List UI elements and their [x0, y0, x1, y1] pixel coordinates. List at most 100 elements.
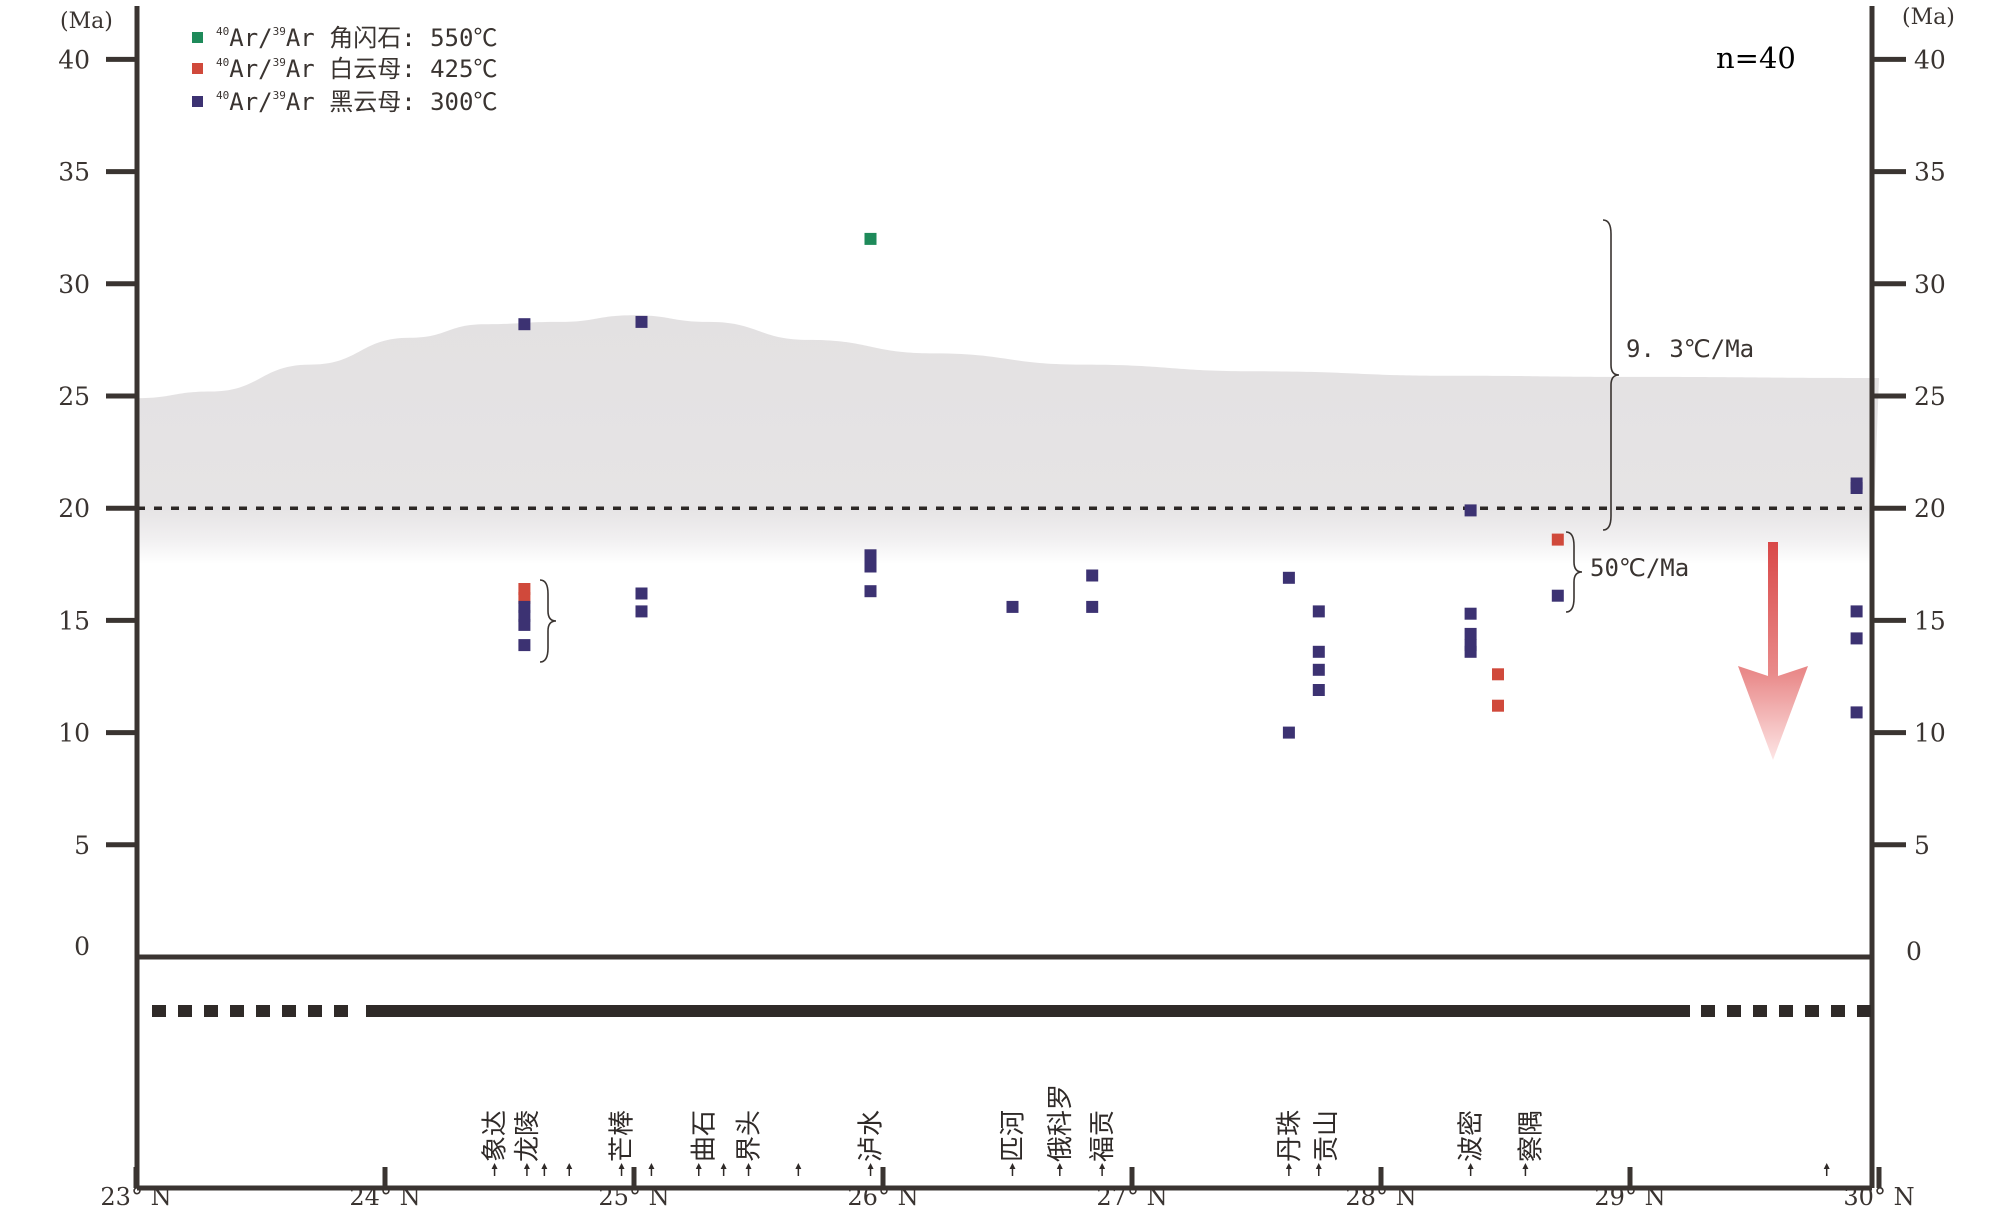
data-point-biotite	[864, 549, 877, 562]
data-point-biotite	[1312, 605, 1325, 618]
legend-entry-biotite: 40Ar/39Ar 黑云母: 300℃	[216, 88, 497, 116]
rate-label-lower: 50℃/Ma	[1590, 554, 1689, 582]
bracket-longling-cluster	[539, 579, 557, 663]
legend-entry-muscovite: 40Ar/39Ar 白云母: 425℃	[216, 55, 497, 83]
data-point-biotite	[518, 639, 531, 652]
axes	[134, 6, 1875, 1191]
x-tick-label: 28° N	[1345, 1183, 1416, 1207]
location-arrow-head	[1315, 1163, 1322, 1169]
location-arrow-head	[695, 1163, 702, 1169]
legend-swatch-muscovite	[192, 63, 203, 74]
data-points	[518, 232, 1863, 739]
legend-swatch-biotite	[192, 96, 203, 107]
data-point-biotite	[864, 560, 877, 573]
location-label: 俄科罗	[1046, 1084, 1076, 1162]
y-tick-label-right: 15	[1914, 606, 1946, 635]
location-arrow-head	[1823, 1163, 1830, 1169]
y-tick-label-right: 20	[1914, 494, 1946, 523]
data-point-biotite	[1464, 627, 1477, 640]
x-ticks: 23° N 24° N 25° N 26° N 27° N 28° N 29° N 30° N	[100, 1167, 1915, 1207]
y-unit-right: (Ma)	[1902, 5, 1955, 30]
y-tick-label-left: 15	[58, 606, 90, 635]
location-label: 贡山	[1312, 1110, 1342, 1162]
location-label: 波密	[1457, 1110, 1487, 1162]
data-point-biotite	[1006, 600, 1019, 613]
location-arrow-head	[1467, 1163, 1474, 1169]
data-point-biotite	[1850, 482, 1863, 494]
legend-entry-hornblende: 40Ar/39Ar 角闪石: 550℃	[216, 24, 497, 52]
data-point-biotite	[635, 587, 648, 600]
y-tick-label-right: 25	[1914, 382, 1946, 411]
y-tick-label-right: 35	[1914, 158, 1946, 187]
location-label: 象达	[481, 1110, 511, 1162]
y-tick-label-left: 30	[58, 270, 90, 299]
location-labels: 象达 龙陵 芒棒 曲石 界头 泸水 匹河 俄科罗 福贡 丹珠 贡山 波密 察隅	[481, 1084, 1830, 1176]
location-arrow-head	[618, 1163, 625, 1169]
sample-count: n=40	[1716, 41, 1796, 75]
x-tick-label: 27° N	[1096, 1183, 1167, 1207]
location-label: 丹珠	[1275, 1110, 1305, 1162]
location-arrow-head	[745, 1163, 752, 1169]
data-point-biotite	[1850, 605, 1863, 618]
location-arrow-head	[1009, 1163, 1016, 1169]
cooling-arrow	[1738, 542, 1808, 760]
data-point-biotite	[1312, 684, 1325, 696]
data-point-biotite	[1850, 632, 1863, 645]
location-arrow-head	[1099, 1163, 1106, 1169]
x-tick-label: 29° N	[1594, 1183, 1665, 1207]
x-tick-label: 23° N	[100, 1183, 171, 1207]
y-tick-label-right: 0	[1906, 937, 1922, 966]
data-point-muscovite	[1492, 699, 1504, 712]
location-arrow-head	[1522, 1163, 1529, 1169]
y-tick-label-left: 20	[58, 494, 90, 523]
data-point-muscovite	[1492, 668, 1504, 681]
data-point-biotite	[1464, 504, 1477, 517]
data-point-hornblende	[864, 232, 877, 245]
data-point-biotite	[1086, 600, 1099, 613]
x-tick-label: 25° N	[598, 1183, 669, 1207]
bracket-upper-rate	[1602, 219, 1620, 531]
data-point-biotite	[864, 585, 877, 598]
location-label: 福贡	[1088, 1110, 1118, 1162]
data-point-biotite	[1850, 706, 1863, 719]
location-arrow-head	[1056, 1163, 1063, 1169]
location-label: 龙陵	[513, 1110, 543, 1162]
location-arrow-head	[1285, 1163, 1292, 1169]
location-arrow-head	[491, 1163, 498, 1169]
rate-label-upper: 9. 3℃/Ma	[1626, 335, 1754, 363]
envelope-area	[136, 315, 1879, 565]
data-point-biotite	[635, 315, 648, 328]
y-unit-left: (Ma)	[60, 9, 113, 34]
cooling-trend-arrow	[1738, 542, 1808, 760]
data-point-biotite	[518, 618, 531, 631]
y-ticks: 0 0 5 5 10 10 15 15 20 20 25 25 30 30 35 35 40 40	[58, 45, 1946, 966]
y-tick-label-left: 35	[58, 158, 90, 187]
data-point-biotite	[1086, 569, 1099, 582]
location-label: 曲石	[690, 1110, 720, 1162]
y-tick-label-left: 0	[74, 932, 90, 961]
data-point-biotite	[1282, 726, 1295, 739]
y-tick-label-right: 5	[1914, 831, 1930, 860]
legend-swatch-hornblende	[192, 32, 203, 43]
location-arrow-head	[541, 1163, 548, 1169]
location-arrow-head	[795, 1163, 802, 1169]
x-tick-label: 26° N	[847, 1183, 918, 1207]
location-label: 泸水	[857, 1110, 887, 1162]
location-label: 察隅	[1516, 1110, 1546, 1162]
y-tick-label-right: 30	[1914, 270, 1946, 299]
bracket-lower-rate	[1565, 531, 1583, 613]
data-point-biotite	[1312, 663, 1325, 676]
y-tick-label-left: 10	[58, 719, 90, 748]
data-point-biotite	[1464, 607, 1477, 620]
data-point-biotite	[1282, 571, 1295, 584]
data-point-biotite	[1551, 589, 1564, 602]
location-arrow-head	[566, 1163, 573, 1169]
location-arrow-head	[648, 1163, 655, 1169]
y-tick-label-left: 25	[58, 382, 90, 411]
y-tick-label-left: 5	[74, 831, 90, 860]
location-arrow-head	[720, 1163, 727, 1169]
data-point-biotite	[1312, 645, 1325, 658]
data-point-biotite	[1464, 645, 1477, 658]
x-tick-label: 24° N	[349, 1183, 420, 1207]
